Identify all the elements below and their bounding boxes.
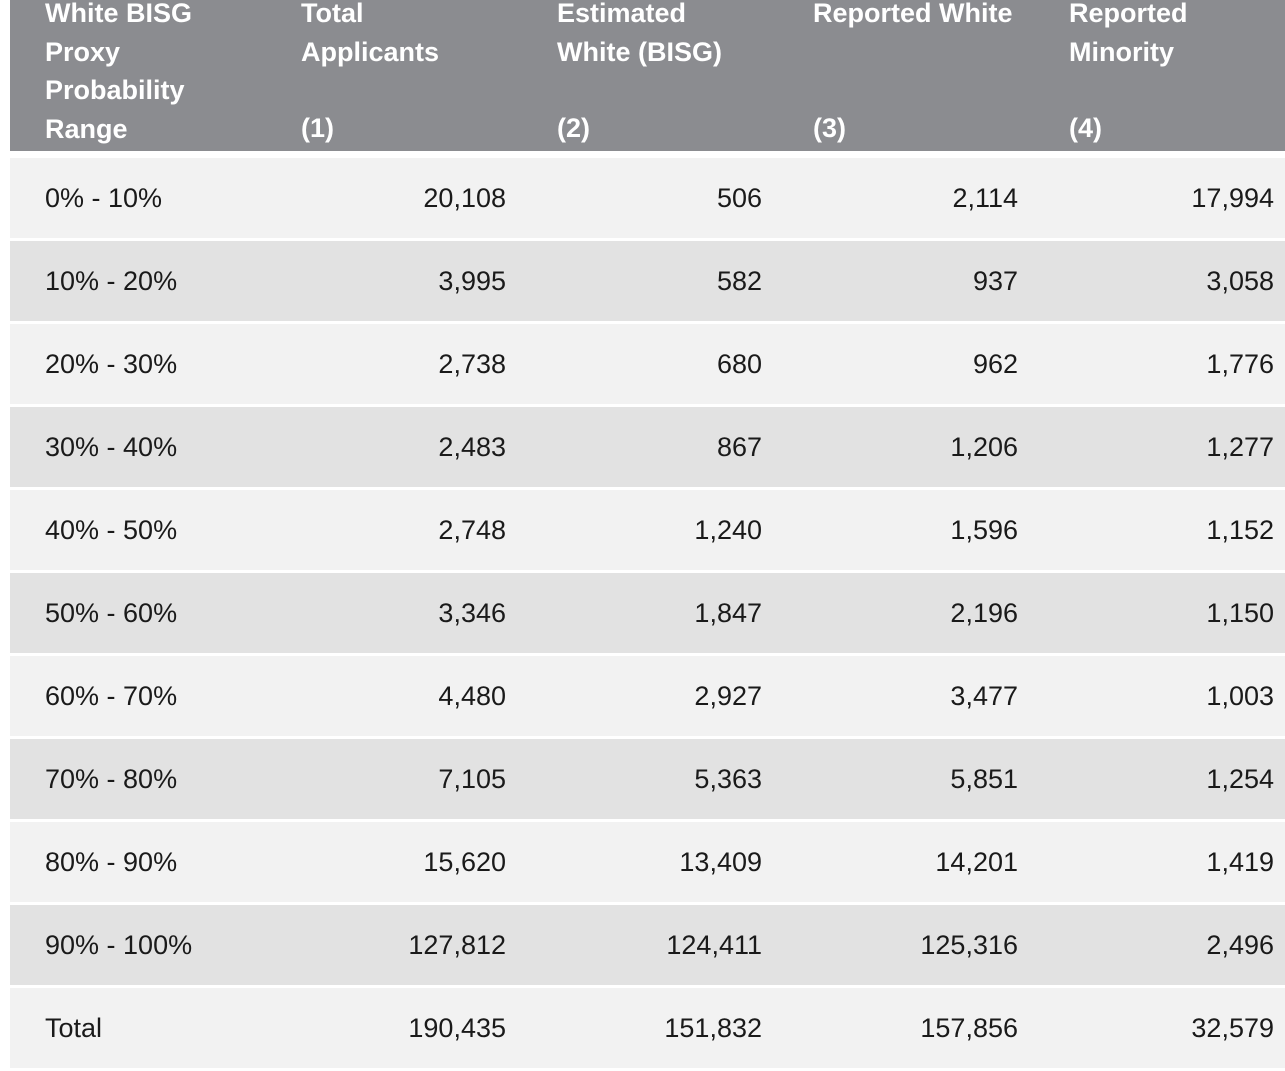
- cell-reported-white: 157,856: [920, 988, 1018, 1068]
- cell-estimated-white: 680: [717, 324, 762, 404]
- table-row: 70% - 80% 7,105 5,363 5,851 1,254: [10, 739, 1285, 819]
- cell-reported-minority: 1,776: [1206, 324, 1274, 404]
- cell-range: 40% - 50%: [45, 490, 177, 570]
- cell-estimated-white: 124,411: [666, 905, 762, 985]
- cell-reported-minority: 3,058: [1206, 241, 1274, 321]
- table-header: White BISG Proxy Probability Range Total…: [10, 0, 1285, 151]
- table-row: 60% - 70% 4,480 2,927 3,477 1,003: [10, 656, 1285, 736]
- cell-total-applicants: 3,346: [438, 573, 506, 653]
- header-divider: [10, 151, 1285, 158]
- cell-reported-white: 1,596: [950, 490, 1018, 570]
- cell-range: 20% - 30%: [45, 324, 177, 404]
- data-table: White BISG Proxy Probability Range Total…: [10, 0, 1285, 1071]
- cell-total-applicants: 2,748: [438, 490, 506, 570]
- cell-total-applicants: 20,108: [423, 158, 506, 238]
- table-row: 30% - 40% 2,483 867 1,206 1,277: [10, 407, 1285, 487]
- cell-reported-white: 125,316: [920, 905, 1018, 985]
- cell-reported-white: 2,114: [952, 158, 1018, 238]
- cell-range: 0% - 10%: [45, 158, 162, 238]
- table-row: 80% - 90% 15,620 13,409 14,201 1,419: [10, 822, 1285, 902]
- cell-reported-minority: 17,994: [1191, 158, 1274, 238]
- cell-estimated-white: 867: [717, 407, 762, 487]
- cell-total-applicants: 127,812: [408, 905, 506, 985]
- cell-reported-minority: 32,579: [1191, 988, 1274, 1068]
- table-row: 20% - 30% 2,738 680 962 1,776: [10, 324, 1285, 404]
- cell-range: 90% - 100%: [45, 905, 192, 985]
- cell-range: 80% - 90%: [45, 822, 177, 902]
- cell-estimated-white: 13,409: [679, 822, 762, 902]
- cell-reported-white: 5,851: [950, 739, 1018, 819]
- cell-range: 50% - 60%: [45, 573, 177, 653]
- cell-estimated-white: 151,832: [664, 988, 762, 1068]
- cell-reported-minority: 1,003: [1206, 656, 1274, 736]
- header-title: Total Applicants: [301, 0, 541, 71]
- header-title: Reported Minority: [1069, 0, 1285, 71]
- cell-reported-minority: 1,419: [1206, 822, 1274, 902]
- cell-range: 70% - 80%: [45, 739, 177, 819]
- table-row: 10% - 20% 3,995 582 937 3,058: [10, 241, 1285, 321]
- cell-reported-white: 2,196: [950, 573, 1018, 653]
- table-row: 50% - 60% 3,346 1,847 2,196 1,150: [10, 573, 1285, 653]
- header-title: Reported White: [813, 0, 1053, 33]
- cell-total-applicants: 2,738: [438, 324, 506, 404]
- header-title: White BISG Proxy Probability Range: [45, 0, 285, 148]
- cell-reported-minority: 1,277: [1206, 407, 1274, 487]
- cell-estimated-white: 506: [717, 158, 762, 238]
- cell-reported-white: 962: [973, 324, 1018, 404]
- cell-range: 30% - 40%: [45, 407, 177, 487]
- cell-total-applicants: 4,480: [438, 656, 506, 736]
- table-row: 0% - 10% 20,108 506 2,114 17,994: [10, 158, 1285, 238]
- table-row: 40% - 50% 2,748 1,240 1,596 1,152: [10, 490, 1285, 570]
- cell-reported-minority: 2,496: [1206, 905, 1274, 985]
- header-number: (1): [301, 109, 334, 147]
- cell-reported-white: 937: [973, 241, 1018, 321]
- cell-range: 10% - 20%: [45, 241, 177, 321]
- table-row: 90% - 100% 127,812 124,411 125,316 2,496: [10, 905, 1285, 985]
- cell-reported-minority: 1,152: [1206, 490, 1274, 570]
- cell-reported-white: 14,201: [935, 822, 1018, 902]
- cell-total-applicants: 190,435: [408, 988, 506, 1068]
- cell-total-applicants: 2,483: [438, 407, 506, 487]
- cell-estimated-white: 5,363: [694, 739, 762, 819]
- cell-estimated-white: 1,847: [694, 573, 762, 653]
- header-number: (2): [557, 109, 590, 147]
- cell-reported-white: 1,206: [950, 407, 1018, 487]
- cell-total-applicants: 15,620: [423, 822, 506, 902]
- cell-total-applicants: 7,105: [438, 739, 506, 819]
- cell-reported-white: 3,477: [950, 656, 1018, 736]
- cell-estimated-white: 1,240: [694, 490, 762, 570]
- header-number: (4): [1069, 109, 1102, 147]
- cell-estimated-white: 2,927: [694, 656, 762, 736]
- cell-total-applicants: 3,995: [438, 241, 506, 321]
- header-title: Estimated White (BISG): [557, 0, 797, 71]
- header-number: (3): [813, 109, 846, 147]
- cell-range: 60% - 70%: [45, 656, 177, 736]
- cell-reported-minority: 1,150: [1206, 573, 1274, 653]
- table-row: Total 190,435 151,832 157,856 32,579: [10, 988, 1285, 1068]
- cell-reported-minority: 1,254: [1206, 739, 1274, 819]
- cell-range: Total: [45, 988, 102, 1068]
- table-body: 0% - 10% 20,108 506 2,114 17,994 10% - 2…: [10, 158, 1285, 1068]
- cell-estimated-white: 582: [717, 241, 762, 321]
